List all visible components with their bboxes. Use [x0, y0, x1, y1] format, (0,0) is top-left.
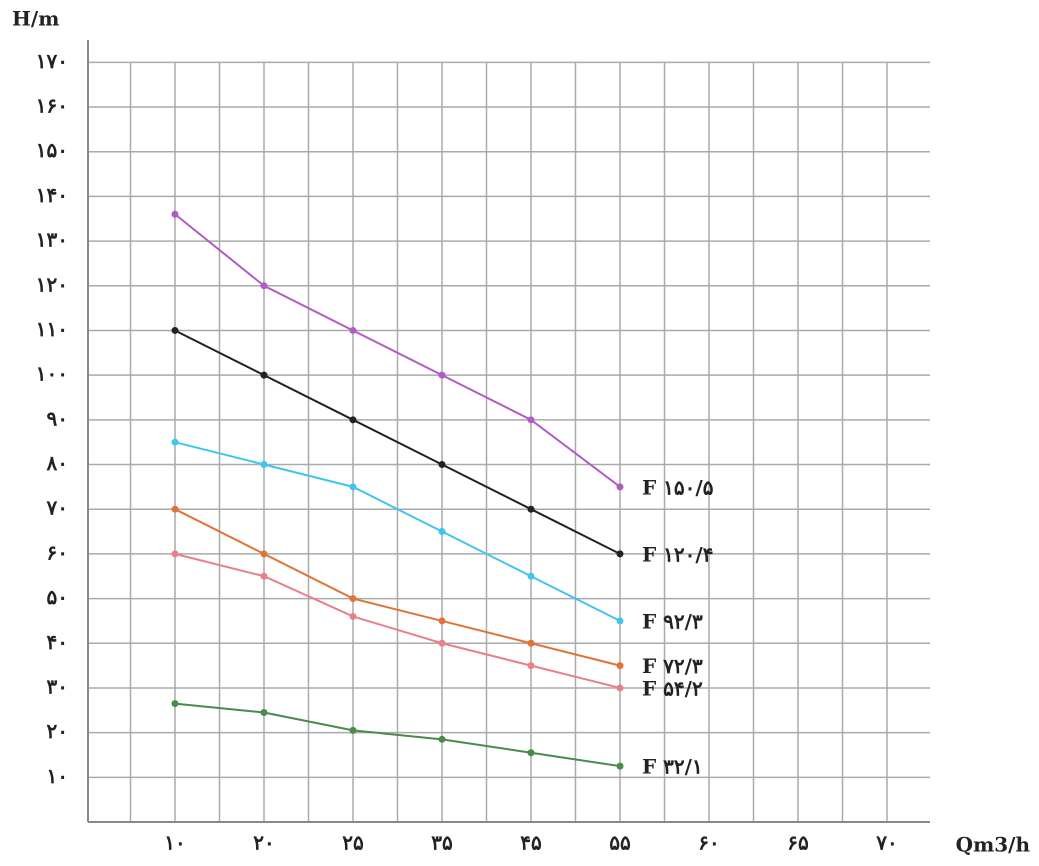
data-point — [616, 662, 624, 670]
data-point — [527, 505, 535, 513]
series-line — [174, 441, 621, 622]
data-point — [616, 550, 624, 558]
data-point — [527, 749, 535, 757]
y-tick-label: ۴۰ — [47, 630, 68, 654]
data-point — [527, 662, 535, 670]
series-line — [174, 508, 621, 667]
series-label: F ۳۲/۱ — [642, 755, 703, 779]
data-point — [616, 483, 624, 491]
y-tick-label: ۱۲۰ — [36, 272, 68, 296]
y-tick-label: ۶۰ — [47, 540, 68, 564]
data-point — [438, 639, 446, 647]
data-point — [349, 326, 357, 334]
data-point — [616, 684, 624, 692]
series-label: F ۵۴/۲ — [642, 676, 703, 700]
y-tick-label: ۱۷۰ — [36, 49, 68, 73]
y-tick-label: ۱۱۰ — [36, 317, 68, 341]
data-point — [260, 371, 268, 379]
y-tick-label: ۷۰ — [46, 496, 68, 520]
y-tick-label: ۱۰ — [47, 764, 68, 788]
x-tick-label: ۱۰ — [164, 831, 185, 855]
data-point — [438, 617, 446, 625]
x-tick-label: ۲۵ — [342, 831, 364, 855]
data-point — [438, 528, 446, 536]
data-point — [527, 572, 535, 580]
data-point — [438, 461, 446, 469]
series-line — [174, 329, 621, 555]
data-point — [349, 595, 357, 603]
y-tick-label: ۹۰ — [47, 406, 68, 430]
series-label: F ۱۵۰/۵ — [642, 475, 714, 499]
data-point — [260, 461, 268, 469]
y-tick-label: ۵۰ — [47, 585, 68, 609]
data-point — [616, 762, 624, 770]
data-point — [438, 371, 446, 379]
x-tick-label: ۷۰ — [875, 831, 897, 855]
x-axis-label: Qm3/h — [956, 833, 1031, 857]
data-point — [349, 416, 357, 424]
y-tick-label: ۱۰۰ — [36, 362, 68, 386]
x-tick-label: ۶۰ — [698, 831, 719, 855]
data-point — [171, 505, 179, 513]
y-tick-label: ۱۵۰ — [36, 138, 68, 162]
data-point — [171, 210, 179, 218]
data-point — [171, 700, 179, 708]
data-point — [260, 572, 268, 580]
x-tick-label: ۲۰ — [253, 831, 274, 855]
series-line — [174, 213, 621, 488]
series-line — [174, 702, 621, 768]
data-point — [349, 483, 357, 491]
data-point — [349, 612, 357, 620]
x-tick-label: ۶۵ — [787, 831, 809, 855]
y-tick-label: ۳۰ — [47, 674, 68, 698]
series-label: F ۷۲/۳ — [642, 654, 703, 678]
data-point — [171, 326, 179, 334]
y-tick-label: ۱۶۰ — [36, 94, 68, 118]
data-point — [438, 735, 446, 743]
y-tick-label: ۱۳۰ — [36, 228, 68, 252]
data-point — [260, 550, 268, 558]
data-point — [349, 726, 357, 734]
x-tick-label: ۳۵ — [431, 831, 453, 855]
y-tick-label: ۱۴۰ — [36, 183, 68, 207]
y-axis-label: H/m — [12, 7, 59, 31]
y-tick-label: ۸۰ — [46, 451, 68, 475]
y-tick-label: ۲۰ — [47, 719, 68, 743]
x-tick-label: ۵۵ — [609, 831, 631, 855]
data-point — [616, 617, 624, 625]
data-point — [171, 550, 179, 558]
data-point — [171, 438, 179, 446]
series-line — [174, 552, 621, 689]
series-label: F ۹۲/۳ — [642, 609, 703, 633]
data-point — [260, 282, 268, 290]
data-point — [527, 639, 535, 647]
series-label: F ۱۲۰/۴ — [642, 542, 713, 566]
data-point — [260, 709, 268, 717]
x-tick-label: ۴۵ — [520, 831, 542, 855]
data-point — [527, 416, 535, 424]
